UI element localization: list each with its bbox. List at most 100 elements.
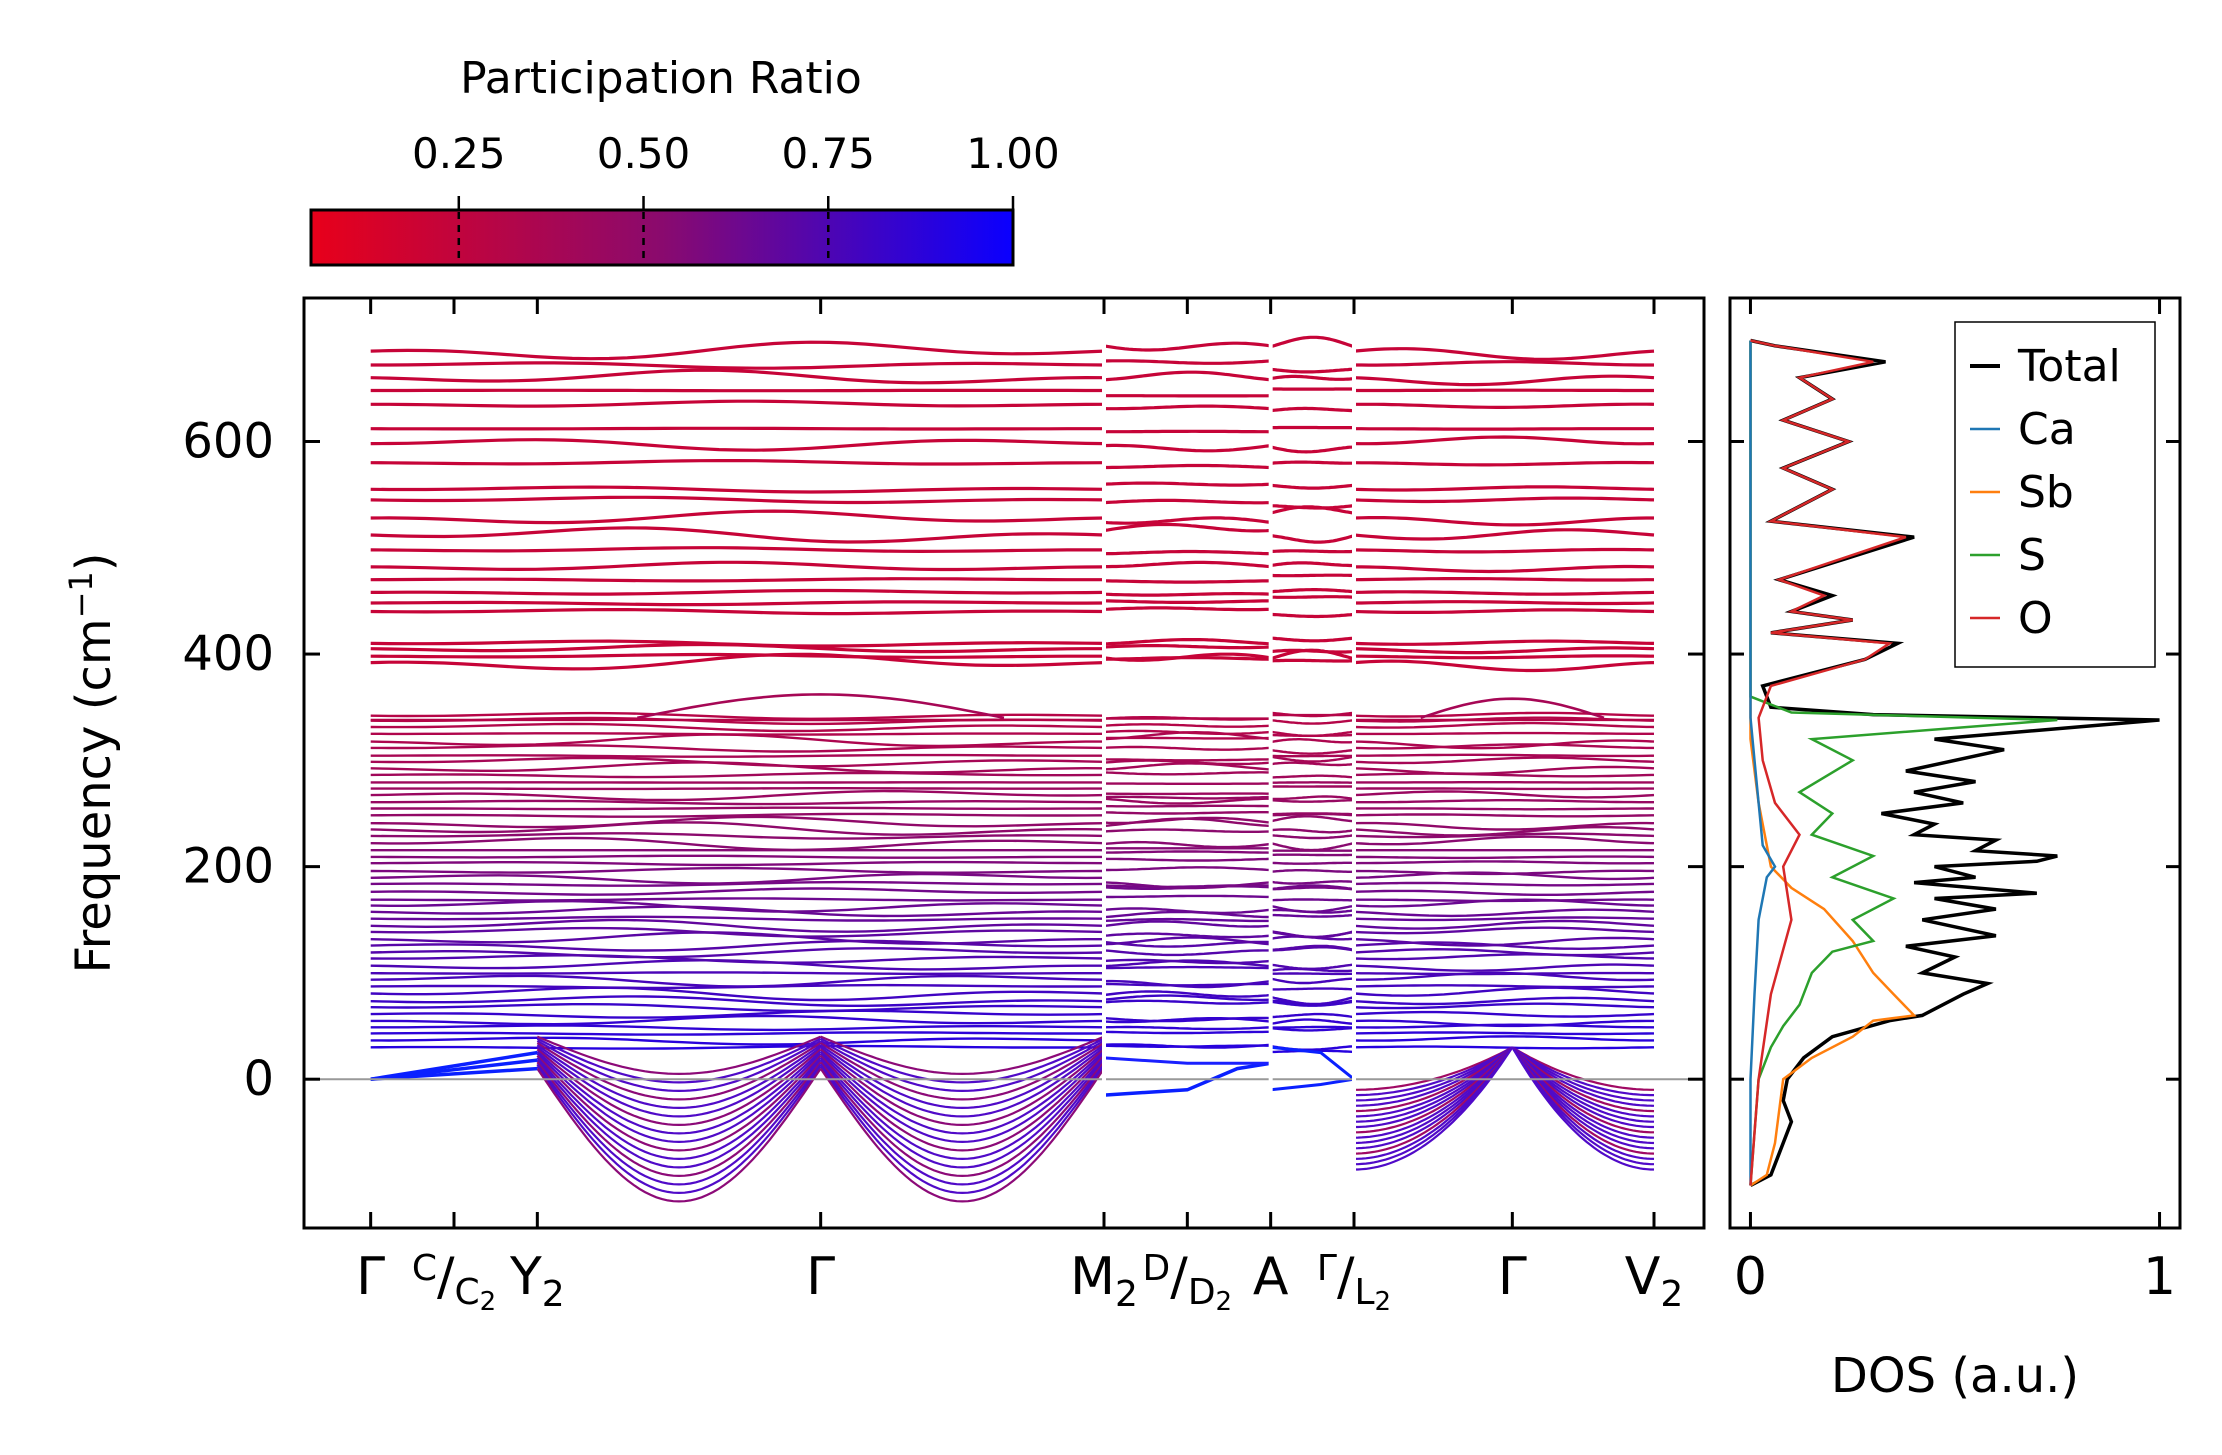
phonon-band	[1353, 731, 1654, 736]
q-point-label: Y2	[509, 1247, 565, 1315]
legend-label: Total	[2017, 341, 2121, 392]
phonon-band	[370, 639, 1105, 648]
q-point-label: C/C2	[412, 1247, 496, 1317]
phonon-band	[1420, 697, 1605, 720]
phonon-band	[536, 1065, 822, 1195]
phonon-band	[820, 1037, 1105, 1084]
phonon-band	[370, 340, 1105, 361]
phonon-band	[1103, 723, 1271, 728]
phonon-band	[536, 1044, 822, 1110]
q-point-label: V2	[1625, 1247, 1683, 1315]
phonon-band	[1270, 795, 1355, 801]
phonon-band	[370, 1014, 1105, 1026]
phonon-band	[1353, 926, 1655, 935]
phonon-band	[1103, 850, 1271, 854]
q-point-label: Γ	[356, 1247, 385, 1307]
phonon-band	[370, 905, 1105, 918]
phonon-band	[1353, 1045, 1655, 1050]
phonon-band	[1353, 772, 1655, 778]
phonon-band	[1270, 1012, 1355, 1019]
phonon-band	[536, 1042, 822, 1101]
phonon-band	[370, 821, 1105, 836]
phonon-band	[1103, 917, 1271, 923]
band-structure-panel: 0 200 400 600 Γ C/C2 Y2 Γ M2D/D2 A Γ/L2 Γ V2 Freque…	[62, 296, 1706, 1317]
phonon-band	[1270, 898, 1354, 902]
phonon-band	[370, 1066, 538, 1081]
phonon-band	[1103, 936, 1271, 946]
phonon-band	[370, 1031, 1105, 1036]
phonon-band	[1353, 919, 1655, 930]
phonon-band	[370, 361, 1105, 370]
phonon-band	[1270, 658, 1354, 663]
phonon-band	[1353, 889, 1655, 896]
phonon-band	[1270, 445, 1355, 454]
phonon-band	[1270, 588, 1355, 594]
phonon-band	[1353, 435, 1655, 446]
phonon-band	[1353, 984, 1655, 989]
phonon-band	[1270, 549, 1354, 554]
phonon-band	[1353, 953, 1655, 961]
colorbar-tick-label: 0.75	[782, 129, 876, 178]
phonon-band	[370, 546, 1104, 554]
dos-x-axis-label: DOS (a.u.)	[1831, 1348, 2079, 1404]
phonon-band	[370, 931, 1104, 945]
phonon-band	[820, 1035, 1105, 1076]
colorbar: Participation Ratio 0.25 0.50 0.75 1.00	[309, 53, 1060, 267]
phonon-band	[819, 1050, 1105, 1135]
phonon-band	[1103, 481, 1271, 487]
phonon-band	[1353, 869, 1655, 876]
phonon-band	[1353, 496, 1655, 504]
phonon-band	[536, 1057, 822, 1161]
phonon-band	[1353, 825, 1655, 837]
band-y-tick-label: 200	[182, 839, 274, 895]
dos-plot-frame	[1728, 296, 2182, 1230]
phonon-band	[370, 939, 1105, 952]
phonon-band	[1270, 904, 1355, 914]
phonon-band	[1353, 1046, 1513, 1107]
phonon-band	[370, 815, 1105, 829]
phonon-band	[1353, 881, 1655, 887]
phonon-band	[1353, 485, 1655, 492]
phonon-band	[1103, 990, 1271, 998]
phonon-band	[1103, 599, 1271, 604]
phonon-band	[1270, 1026, 1355, 1032]
phonon-band	[370, 1003, 1105, 1013]
phonon-band	[1103, 729, 1271, 736]
phonon-band	[1353, 936, 1655, 947]
phonon-band	[1103, 1030, 1271, 1035]
phonon-band	[1270, 1025, 1355, 1029]
phonon-band	[1270, 561, 1354, 568]
dos-curves	[1749, 338, 2160, 1188]
phonon-band	[1353, 756, 1655, 765]
phonon-band	[370, 652, 1104, 659]
dos-series-sb	[1749, 340, 1917, 1187]
phonon-band	[370, 1036, 1105, 1046]
phonon-band	[1104, 736, 1271, 740]
phonon-band	[819, 1057, 1105, 1161]
phonon-band	[370, 526, 1105, 544]
phonon-band	[1103, 429, 1271, 434]
phonon-band	[1270, 798, 1355, 803]
phonon-band	[370, 495, 1105, 505]
phonon-band	[1270, 738, 1355, 744]
phonon-band	[1270, 748, 1355, 755]
phonon-band	[1103, 1043, 1271, 1049]
phonon-band	[370, 866, 1105, 874]
phonon-band	[1354, 753, 1655, 758]
phonon-band	[370, 771, 1105, 779]
phonon-band	[370, 974, 1105, 988]
phonon-band	[1353, 916, 1655, 922]
phonon-band	[1103, 949, 1271, 957]
phonon-band	[1353, 971, 1654, 976]
phonon-band	[370, 806, 1105, 811]
phonon-band	[819, 1055, 1105, 1152]
phonon-band	[1353, 821, 1655, 831]
phonon-band	[1353, 1002, 1655, 1010]
phonon-band	[370, 918, 1105, 933]
phonon-band	[1270, 995, 1355, 1006]
phonon-band	[1270, 977, 1355, 985]
phonon-band	[1270, 719, 1355, 725]
q-point-label: M2	[1070, 1247, 1138, 1315]
phonon-band	[536, 1059, 822, 1169]
phonon-band	[820, 1039, 1105, 1093]
